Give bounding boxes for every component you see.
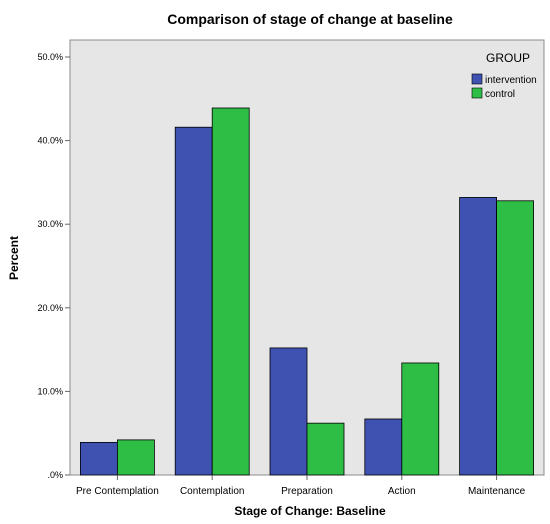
bar-intervention-3 — [364, 418, 403, 476]
bar-control-4 — [496, 200, 535, 476]
y-tick-label: 50.0% — [37, 52, 63, 62]
bar-control-3 — [401, 362, 440, 476]
legend: GROUP intervention control — [471, 51, 537, 100]
x-tick-label: Pre Contemplation — [76, 486, 159, 497]
legend-swatch-intervention — [471, 73, 483, 85]
y-axis-label: Percent — [7, 236, 21, 280]
bar-control-1 — [211, 107, 250, 476]
x-tick-label: Contemplation — [180, 486, 244, 497]
legend-swatch-control — [471, 87, 483, 99]
y-tick-label: .0% — [47, 470, 63, 480]
y-tick-label: 20.0% — [37, 303, 63, 313]
x-tick-label: Maintenance — [468, 486, 526, 497]
chart-title: Comparison of stage of change at baselin… — [167, 11, 453, 27]
bars — [80, 107, 535, 476]
y-tick-label: 30.0% — [37, 219, 63, 229]
x-tick-label: Preparation — [281, 486, 333, 497]
y-axis: .0% 10.0% 20.0% 30.0% 40.0% 50.0% — [37, 52, 70, 480]
bar-control-0 — [117, 439, 155, 476]
legend-label-control: control — [485, 89, 515, 100]
x-tick-label: Action — [388, 486, 416, 497]
legend-title: GROUP — [486, 51, 530, 65]
y-tick-label: 10.0% — [37, 386, 63, 396]
x-axis: Pre Contemplation Contemplation Preparatio… — [76, 475, 526, 497]
bar-intervention-4 — [459, 197, 498, 476]
y-tick-label: 40.0% — [37, 136, 63, 146]
bar-intervention-0 — [80, 441, 118, 476]
legend-label-intervention: intervention — [485, 75, 537, 86]
bar-control-2 — [306, 422, 345, 476]
bar-intervention-1 — [174, 126, 213, 476]
bar-intervention-2 — [269, 347, 308, 476]
x-axis-label: Stage of Change: Baseline — [234, 504, 386, 518]
